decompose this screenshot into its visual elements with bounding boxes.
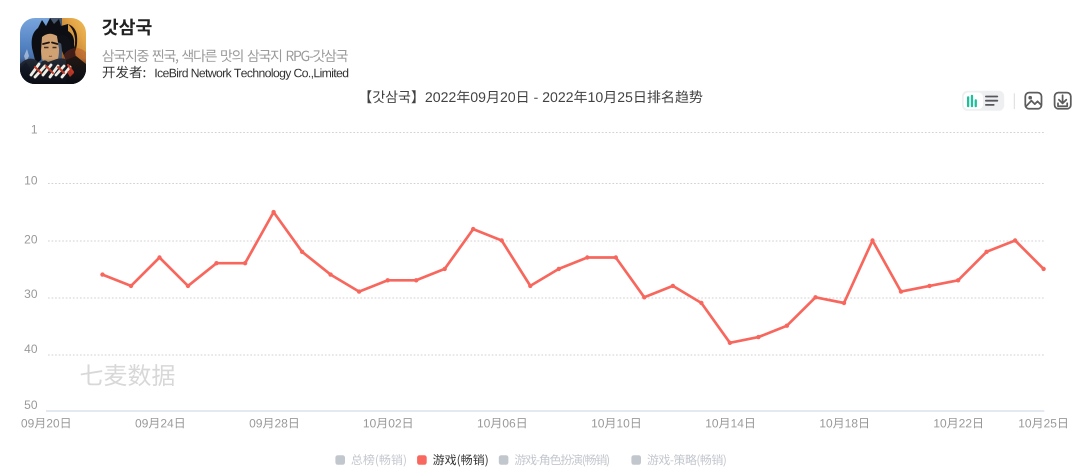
- svg-text:20: 20: [24, 233, 38, 247]
- svg-text:50: 50: [24, 398, 38, 412]
- svg-text:40: 40: [24, 342, 38, 356]
- svg-text:30: 30: [24, 287, 38, 301]
- svg-text:1: 1: [31, 122, 38, 136]
- svg-text:10: 10: [24, 174, 38, 188]
